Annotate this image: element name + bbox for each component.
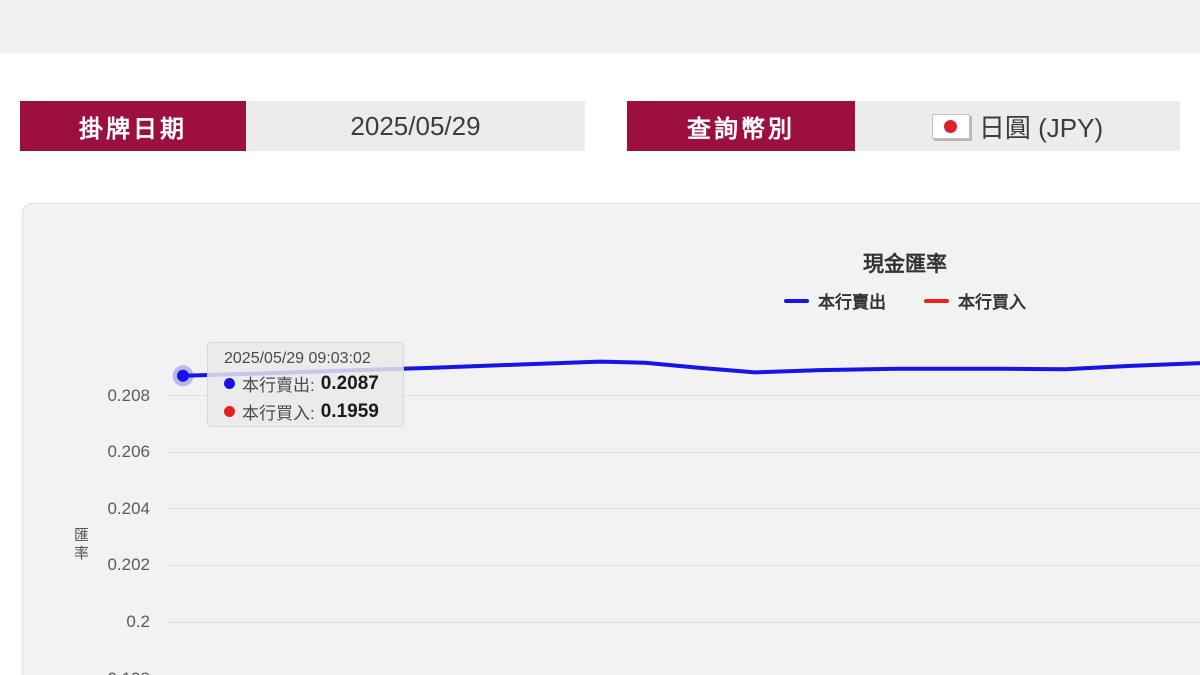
- tooltip-buy-value: 0.1959: [320, 400, 379, 422]
- exchange-rate-chart-panel: [22, 203, 1200, 675]
- currency-name: 日圓 (JPY): [978, 112, 1104, 143]
- legend-item-sell[interactable]: 本行賣出: [784, 288, 886, 313]
- date-filter: 掛牌日期 2025/05/29: [20, 101, 585, 151]
- tooltip-sell-value: 0.2087: [320, 372, 379, 394]
- chart-header: 現金匯率 本行賣出 本行買入: [610, 248, 1200, 313]
- buy-dot-icon: [224, 406, 235, 417]
- gridline: [167, 395, 1200, 397]
- gridline: [167, 564, 1200, 566]
- top-bar: [0, 0, 1200, 53]
- japan-flag-icon: [931, 113, 970, 139]
- y-tick-label: 0.2: [126, 612, 150, 631]
- y-tick-label: 0.202: [107, 555, 150, 575]
- sell-dot-icon: [224, 378, 235, 389]
- buy-line-swatch-icon: [924, 298, 949, 303]
- tooltip-buy-label: 本行買入:: [242, 404, 315, 423]
- y-tick-label: 0.208: [107, 385, 150, 405]
- sell-line-swatch-icon: [784, 298, 809, 303]
- date-filter-value[interactable]: 2025/05/29: [246, 101, 585, 151]
- tooltip-buy-row: 本行買入: 0.1959: [224, 399, 391, 424]
- chart-title: 現金匯率: [863, 253, 947, 276]
- legend-item-buy[interactable]: 本行買入: [924, 288, 1026, 313]
- currency-filter-value[interactable]: 日圓 (JPY): [855, 101, 1180, 151]
- gridline: [167, 508, 1200, 510]
- y-tick-label: 0.204: [107, 498, 150, 518]
- chart-legend: 本行賣出 本行買入: [610, 288, 1200, 313]
- chart-tooltip: 2025/05/29 09:03:02 本行賣出: 0.2087 本行買入: 0…: [207, 342, 404, 427]
- japan-flag-sun: [944, 119, 958, 133]
- y-axis-title: 匯率: [72, 527, 89, 563]
- y-tick-label: 0.206: [107, 442, 150, 462]
- gridline: [167, 451, 1200, 453]
- date-filter-label: 掛牌日期: [20, 101, 246, 151]
- tooltip-datetime: 2025/05/29 09:03:02: [224, 350, 371, 367]
- gridline: [167, 621, 1200, 623]
- legend-buy-label: 本行買入: [958, 293, 1026, 312]
- currency-filter-label: 查詢幣別: [627, 101, 855, 151]
- y-tick-label: 0.198: [56, 668, 150, 675]
- tooltip-sell-label: 本行賣出:: [242, 376, 315, 395]
- tooltip-sell-row: 本行賣出: 0.2087: [224, 371, 391, 396]
- currency-filter: 查詢幣別 日圓 (JPY): [627, 101, 1180, 151]
- legend-sell-label: 本行賣出: [818, 293, 886, 312]
